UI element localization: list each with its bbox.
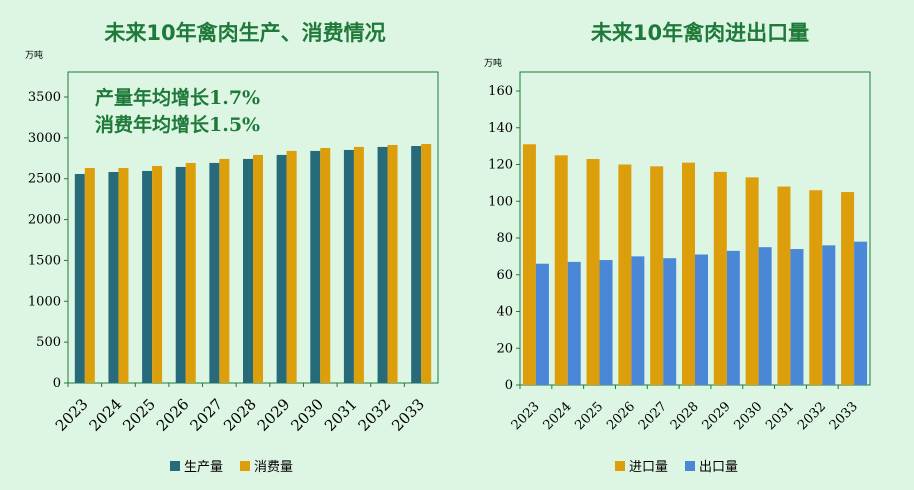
bar-出口量-2031 — [790, 249, 804, 385]
x-tick-label: 2023 — [52, 395, 92, 435]
y-tick-label: 60 — [496, 268, 513, 283]
y-axis-unit: 万吨 — [25, 49, 43, 61]
bar-出口量-2028 — [695, 254, 708, 385]
bar-消费量-2030 — [320, 147, 331, 383]
x-tick-label: 2024 — [541, 399, 575, 433]
annotation: 消费年均增长1.5% — [95, 113, 260, 136]
y-tick-label: 1000 — [28, 294, 61, 309]
x-tick-label: 2027 — [186, 395, 226, 435]
x-tick-label: 2027 — [636, 399, 670, 433]
y-tick-label: 500 — [36, 335, 61, 350]
y-tick-label: 3000 — [28, 131, 61, 146]
x-tick-label: 2024 — [86, 395, 126, 435]
x-tick-label: 2025 — [119, 395, 159, 435]
bar-消费量-2033 — [421, 143, 432, 383]
x-tick-label: 2030 — [731, 399, 765, 433]
chart-title: 未来10年禽肉进出口量 — [591, 21, 809, 45]
x-tick-label: 2030 — [287, 395, 327, 435]
bar-出口量-2025 — [599, 260, 613, 385]
bar-进口量-2027 — [650, 166, 664, 385]
legend-label: 消费量 — [254, 460, 293, 475]
bar-消费量-2031 — [353, 146, 364, 383]
bar-生产量-2026 — [175, 166, 186, 383]
bar-出口量-2030 — [758, 247, 772, 385]
bar-消费量-2028 — [253, 154, 263, 383]
bar-进口量-2026 — [618, 164, 632, 385]
bar-消费量-2023 — [84, 168, 95, 383]
x-tick-label: 2032 — [795, 399, 829, 433]
x-tick-label: 2025 — [572, 399, 606, 433]
y-tick-label: 2500 — [28, 172, 61, 187]
bar-出口量-2026 — [631, 256, 645, 385]
bar-生产量-2028 — [243, 158, 253, 383]
y-tick-label: 3500 — [28, 90, 61, 105]
bar-生产量-2025 — [142, 170, 153, 383]
x-tick-label: 2031 — [763, 399, 797, 433]
bar-出口量-2032 — [822, 245, 836, 385]
bar-消费量-2025 — [152, 165, 163, 383]
x-tick-label: 2032 — [355, 395, 395, 435]
bar-进口量-2030 — [745, 177, 759, 385]
y-tick-label: 0 — [53, 376, 61, 391]
bar-生产量-2032 — [377, 146, 388, 383]
y-tick-label: 160 — [488, 84, 513, 99]
bar-进口量-2031 — [777, 186, 791, 385]
legend-swatch — [240, 461, 250, 471]
bar-生产量-2023 — [74, 173, 85, 383]
x-tick-label: 2029 — [700, 399, 734, 433]
bar-消费量-2027 — [219, 158, 230, 383]
bar-进口量-2028 — [682, 162, 695, 385]
x-tick-label: 2029 — [254, 395, 294, 435]
bar-生产量-2029 — [276, 154, 287, 383]
bar-进口量-2029 — [713, 171, 727, 385]
bar-生产量-2024 — [108, 172, 119, 383]
x-tick-label: 2033 — [827, 399, 861, 433]
x-tick-label: 2028 — [220, 395, 260, 435]
chart-title: 未来10年禽肉生产、消费情况 — [104, 21, 385, 45]
legend-swatch — [685, 461, 695, 471]
bar-生产量-2027 — [209, 162, 220, 383]
bar-消费量-2029 — [286, 150, 297, 383]
legend-swatch — [170, 461, 180, 471]
bar-出口量-2029 — [726, 250, 740, 385]
bar-生产量-2030 — [310, 150, 321, 383]
x-tick-label: 2033 — [388, 395, 428, 435]
bar-消费量-2024 — [118, 168, 129, 383]
bar-消费量-2032 — [387, 144, 398, 383]
x-tick-label: 2026 — [604, 399, 638, 433]
bar-出口量-2027 — [663, 258, 677, 385]
bar-生产量-2031 — [343, 149, 354, 383]
legend-label: 出口量 — [699, 460, 738, 475]
x-tick-label: 2031 — [321, 395, 361, 435]
x-tick-label: 2026 — [153, 395, 193, 435]
bar-出口量-2024 — [567, 261, 581, 385]
x-tick-label: 2028 — [668, 399, 702, 433]
x-tick-label: 2023 — [509, 399, 543, 433]
y-tick-label: 20 — [496, 341, 513, 356]
bar-消费量-2026 — [185, 162, 196, 383]
y-tick-label: 1500 — [28, 253, 61, 268]
y-tick-label: 40 — [496, 305, 513, 320]
y-tick-label: 0 — [505, 378, 513, 393]
y-tick-label: 2000 — [28, 213, 61, 228]
bar-进口量-2025 — [586, 158, 600, 385]
y-tick-label: 140 — [488, 121, 513, 136]
legend-label: 生产量 — [184, 460, 223, 475]
y-tick-label: 80 — [496, 231, 513, 246]
legend-label: 进口量 — [629, 460, 668, 475]
bar-出口量-2033 — [854, 241, 868, 385]
bar-进口量-2024 — [554, 155, 568, 385]
y-tick-label: 100 — [488, 194, 513, 209]
legend-swatch — [615, 461, 625, 471]
y-axis-unit: 万吨 — [484, 57, 502, 69]
annotation: 产量年均增长1.7% — [95, 86, 260, 109]
y-tick-label: 120 — [488, 158, 513, 173]
bar-生产量-2033 — [411, 146, 422, 383]
bar-进口量-2033 — [841, 192, 855, 385]
bar-进口量-2023 — [522, 144, 536, 385]
bar-进口量-2032 — [809, 190, 823, 385]
bar-出口量-2023 — [535, 263, 549, 385]
